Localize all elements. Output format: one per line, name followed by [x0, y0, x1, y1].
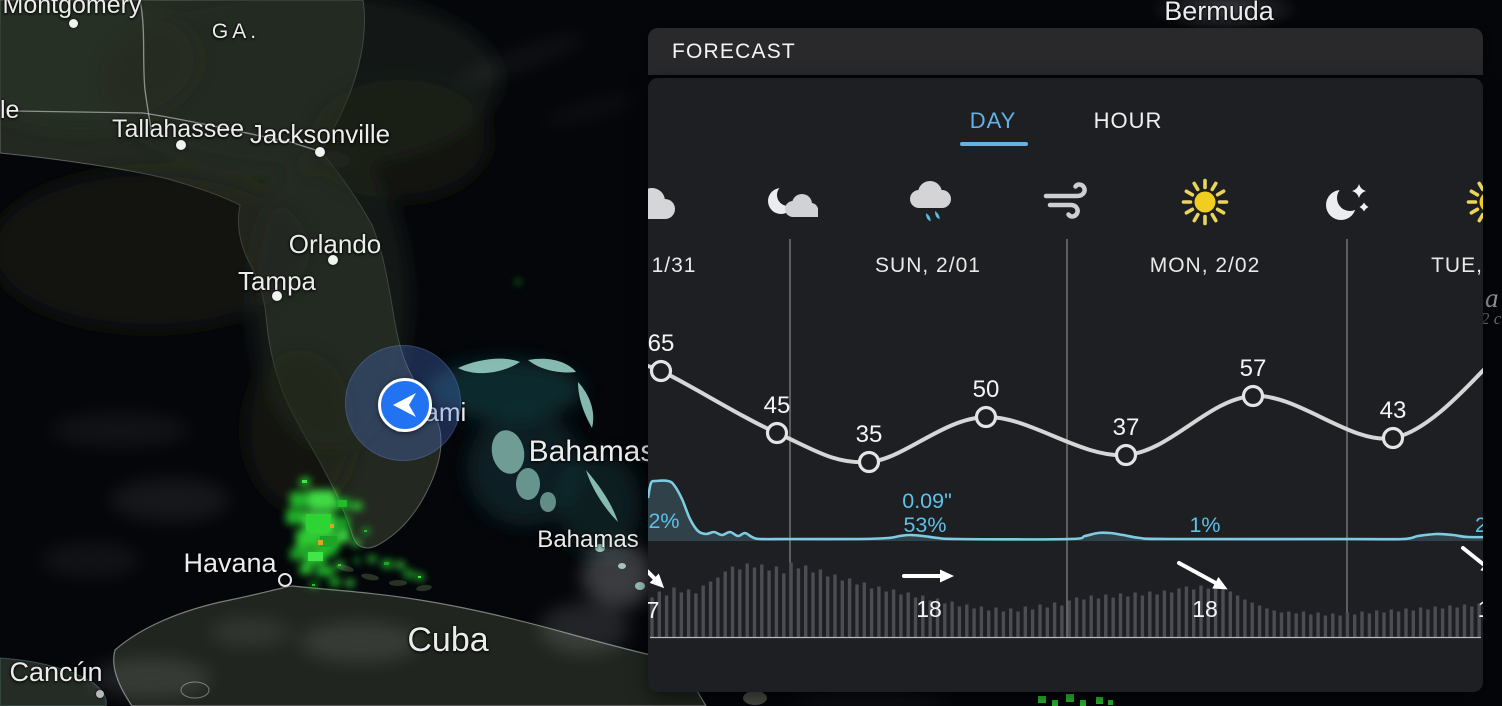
forecast-title: FORECAST: [672, 39, 796, 63]
svg-text:45: 45: [764, 392, 791, 419]
moon-stars-icon: [1314, 169, 1380, 235]
city-label-bahamas-north: Bahamas: [528, 435, 656, 468]
svg-text:65: 65: [648, 330, 674, 357]
svg-text:18: 18: [916, 596, 942, 622]
city-marker-jacksonville: [315, 147, 325, 157]
city-label-jacksonville: Jacksonville: [249, 119, 391, 149]
city-label-bahamas-south: Bahamas: [537, 526, 639, 553]
cloud-icon: [648, 169, 685, 235]
city-marker-tampa: [272, 291, 282, 301]
svg-text:7: 7: [648, 597, 659, 623]
svg-text:0.09": 0.09": [902, 489, 951, 513]
radar-precip-crisp: [302, 480, 1113, 706]
svg-text:43: 43: [1380, 397, 1407, 424]
svg-text:53%: 53%: [903, 513, 946, 537]
city-label-tallahassee: Tallahassee: [111, 115, 245, 143]
svg-text:1/31: 1/31: [652, 254, 697, 277]
city-marker-tallahassee: [176, 140, 186, 150]
city-label-mobile-partial: le: [0, 96, 20, 124]
svg-text:MON, 2/02: MON, 2/02: [1150, 254, 1261, 277]
cloud-layer: [40, 34, 950, 706]
svg-text:TUE,: TUE,: [1431, 254, 1483, 277]
city-label-state-ga: GA.: [211, 20, 261, 43]
svg-text:50: 50: [973, 376, 1000, 403]
map-text-fragment-1: 2 c: [1481, 309, 1502, 328]
navigation-arrow-icon: [393, 393, 416, 417]
sun-icon: [1172, 169, 1238, 235]
city-marker-havana: [278, 573, 292, 587]
wind-icon: [1036, 169, 1102, 235]
city-label-orlando: Orlando: [288, 229, 382, 259]
city-label-cancun: Cancún: [9, 657, 103, 687]
city-marker-montgomery: [68, 18, 78, 28]
svg-text:1: 1: [1478, 596, 1483, 622]
svg-text:2: 2: [1475, 513, 1483, 537]
yucatan: [0, 657, 107, 706]
svg-text:37: 37: [1113, 414, 1140, 441]
svg-text:57: 57: [1240, 355, 1267, 382]
city-label-cuba: Cuba: [407, 621, 489, 659]
location-puck: [378, 378, 432, 432]
small-island: [743, 691, 767, 705]
tab-hour[interactable]: HOUR: [1093, 108, 1163, 133]
svg-text:18: 18: [1192, 596, 1218, 622]
city-label-havana: Havana: [183, 548, 277, 578]
sun-icon: [1457, 169, 1483, 235]
state-borders: [13, 0, 323, 153]
svg-text:SUN, 2/01: SUN, 2/01: [875, 254, 981, 277]
city-label-bermuda: Bermuda: [1164, 0, 1274, 26]
svg-text:1%: 1%: [1189, 513, 1220, 537]
tab-day[interactable]: DAY: [969, 108, 1017, 133]
map-text-fragment-0: a: [1485, 283, 1499, 313]
forecast-panel-header: FORECAST: [648, 28, 1483, 75]
tab-active-underline: [960, 142, 1028, 146]
forecast-chart[interactable]: 1/31 SUN, 2/01 MON, 2/02 TUE, 2% 0.09"53% 1% 2 6…: [648, 78, 1483, 692]
moon-cloud-icon: [757, 169, 823, 235]
svg-text:35: 35: [856, 421, 883, 448]
rain-cloud-icon: [897, 169, 963, 235]
city-label-montgomery: Montgomery: [2, 0, 142, 19]
city-marker-orlando: [328, 255, 338, 265]
city-marker-cancun: [96, 690, 104, 698]
svg-text:2%: 2%: [648, 509, 679, 533]
forecast-panel[interactable]: DAY HOUR 1/31 SUN, 2/01 MON, 2/02 TUE, 2% 0.0…: [648, 78, 1483, 692]
